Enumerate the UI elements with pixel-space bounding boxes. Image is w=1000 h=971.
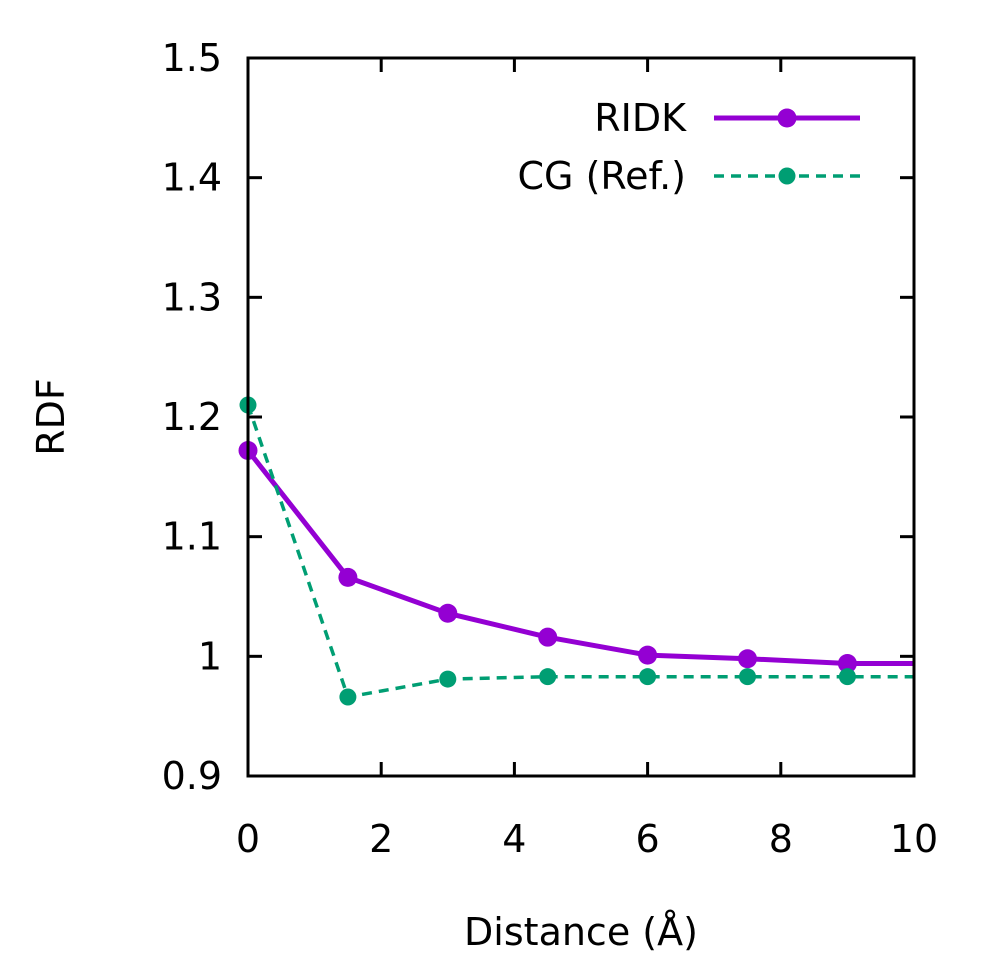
series-1-point <box>538 627 558 647</box>
y-tick-label: 1.1 <box>162 515 222 559</box>
legend-marker <box>777 108 797 128</box>
y-tick-label: 1.5 <box>162 36 222 80</box>
plot-frame <box>246 56 916 778</box>
legend-marker <box>778 167 796 185</box>
legend: RIDK CG (Ref.) <box>518 96 860 198</box>
x-tick-label: 6 <box>636 817 660 861</box>
legend-label: RIDK <box>594 96 687 140</box>
series-1-point <box>638 645 658 665</box>
y-tick-label: 1.4 <box>162 156 222 200</box>
series-2-point <box>439 670 457 688</box>
series-2-point <box>539 668 557 686</box>
series-2-point <box>339 688 357 706</box>
series-2-point <box>739 668 756 686</box>
y-tick-label: 1.3 <box>162 275 222 319</box>
series-1-point <box>837 654 857 674</box>
series-layer <box>238 396 914 706</box>
y-axis-title: RDF <box>29 378 73 456</box>
x-tick-label: 8 <box>769 817 793 861</box>
legend-label: CG (Ref.) <box>518 154 686 198</box>
series-line-2 <box>246 404 914 699</box>
series-1-point <box>438 603 458 623</box>
x-tick-label: 0 <box>236 817 260 861</box>
y-tick-label: 1 <box>198 634 222 678</box>
series-1-point <box>338 567 358 587</box>
series-1-point <box>738 649 757 669</box>
x-axis-title: Distance (Å) <box>464 910 698 954</box>
series-line-1 <box>246 448 914 666</box>
x-tick-label: 2 <box>369 817 393 861</box>
x-tick-label: 10 <box>890 817 938 861</box>
x-tick-label: 4 <box>502 817 526 861</box>
y-tick-label: 0.9 <box>162 754 222 798</box>
series-2-point <box>838 668 856 686</box>
y-tick-label: 1.2 <box>162 395 222 439</box>
tick-labels: 0 2 4 6 8 10 0.9 1 1.1 1.2 1.3 1.4 1.5 <box>162 36 939 861</box>
series-2-point <box>639 668 657 686</box>
